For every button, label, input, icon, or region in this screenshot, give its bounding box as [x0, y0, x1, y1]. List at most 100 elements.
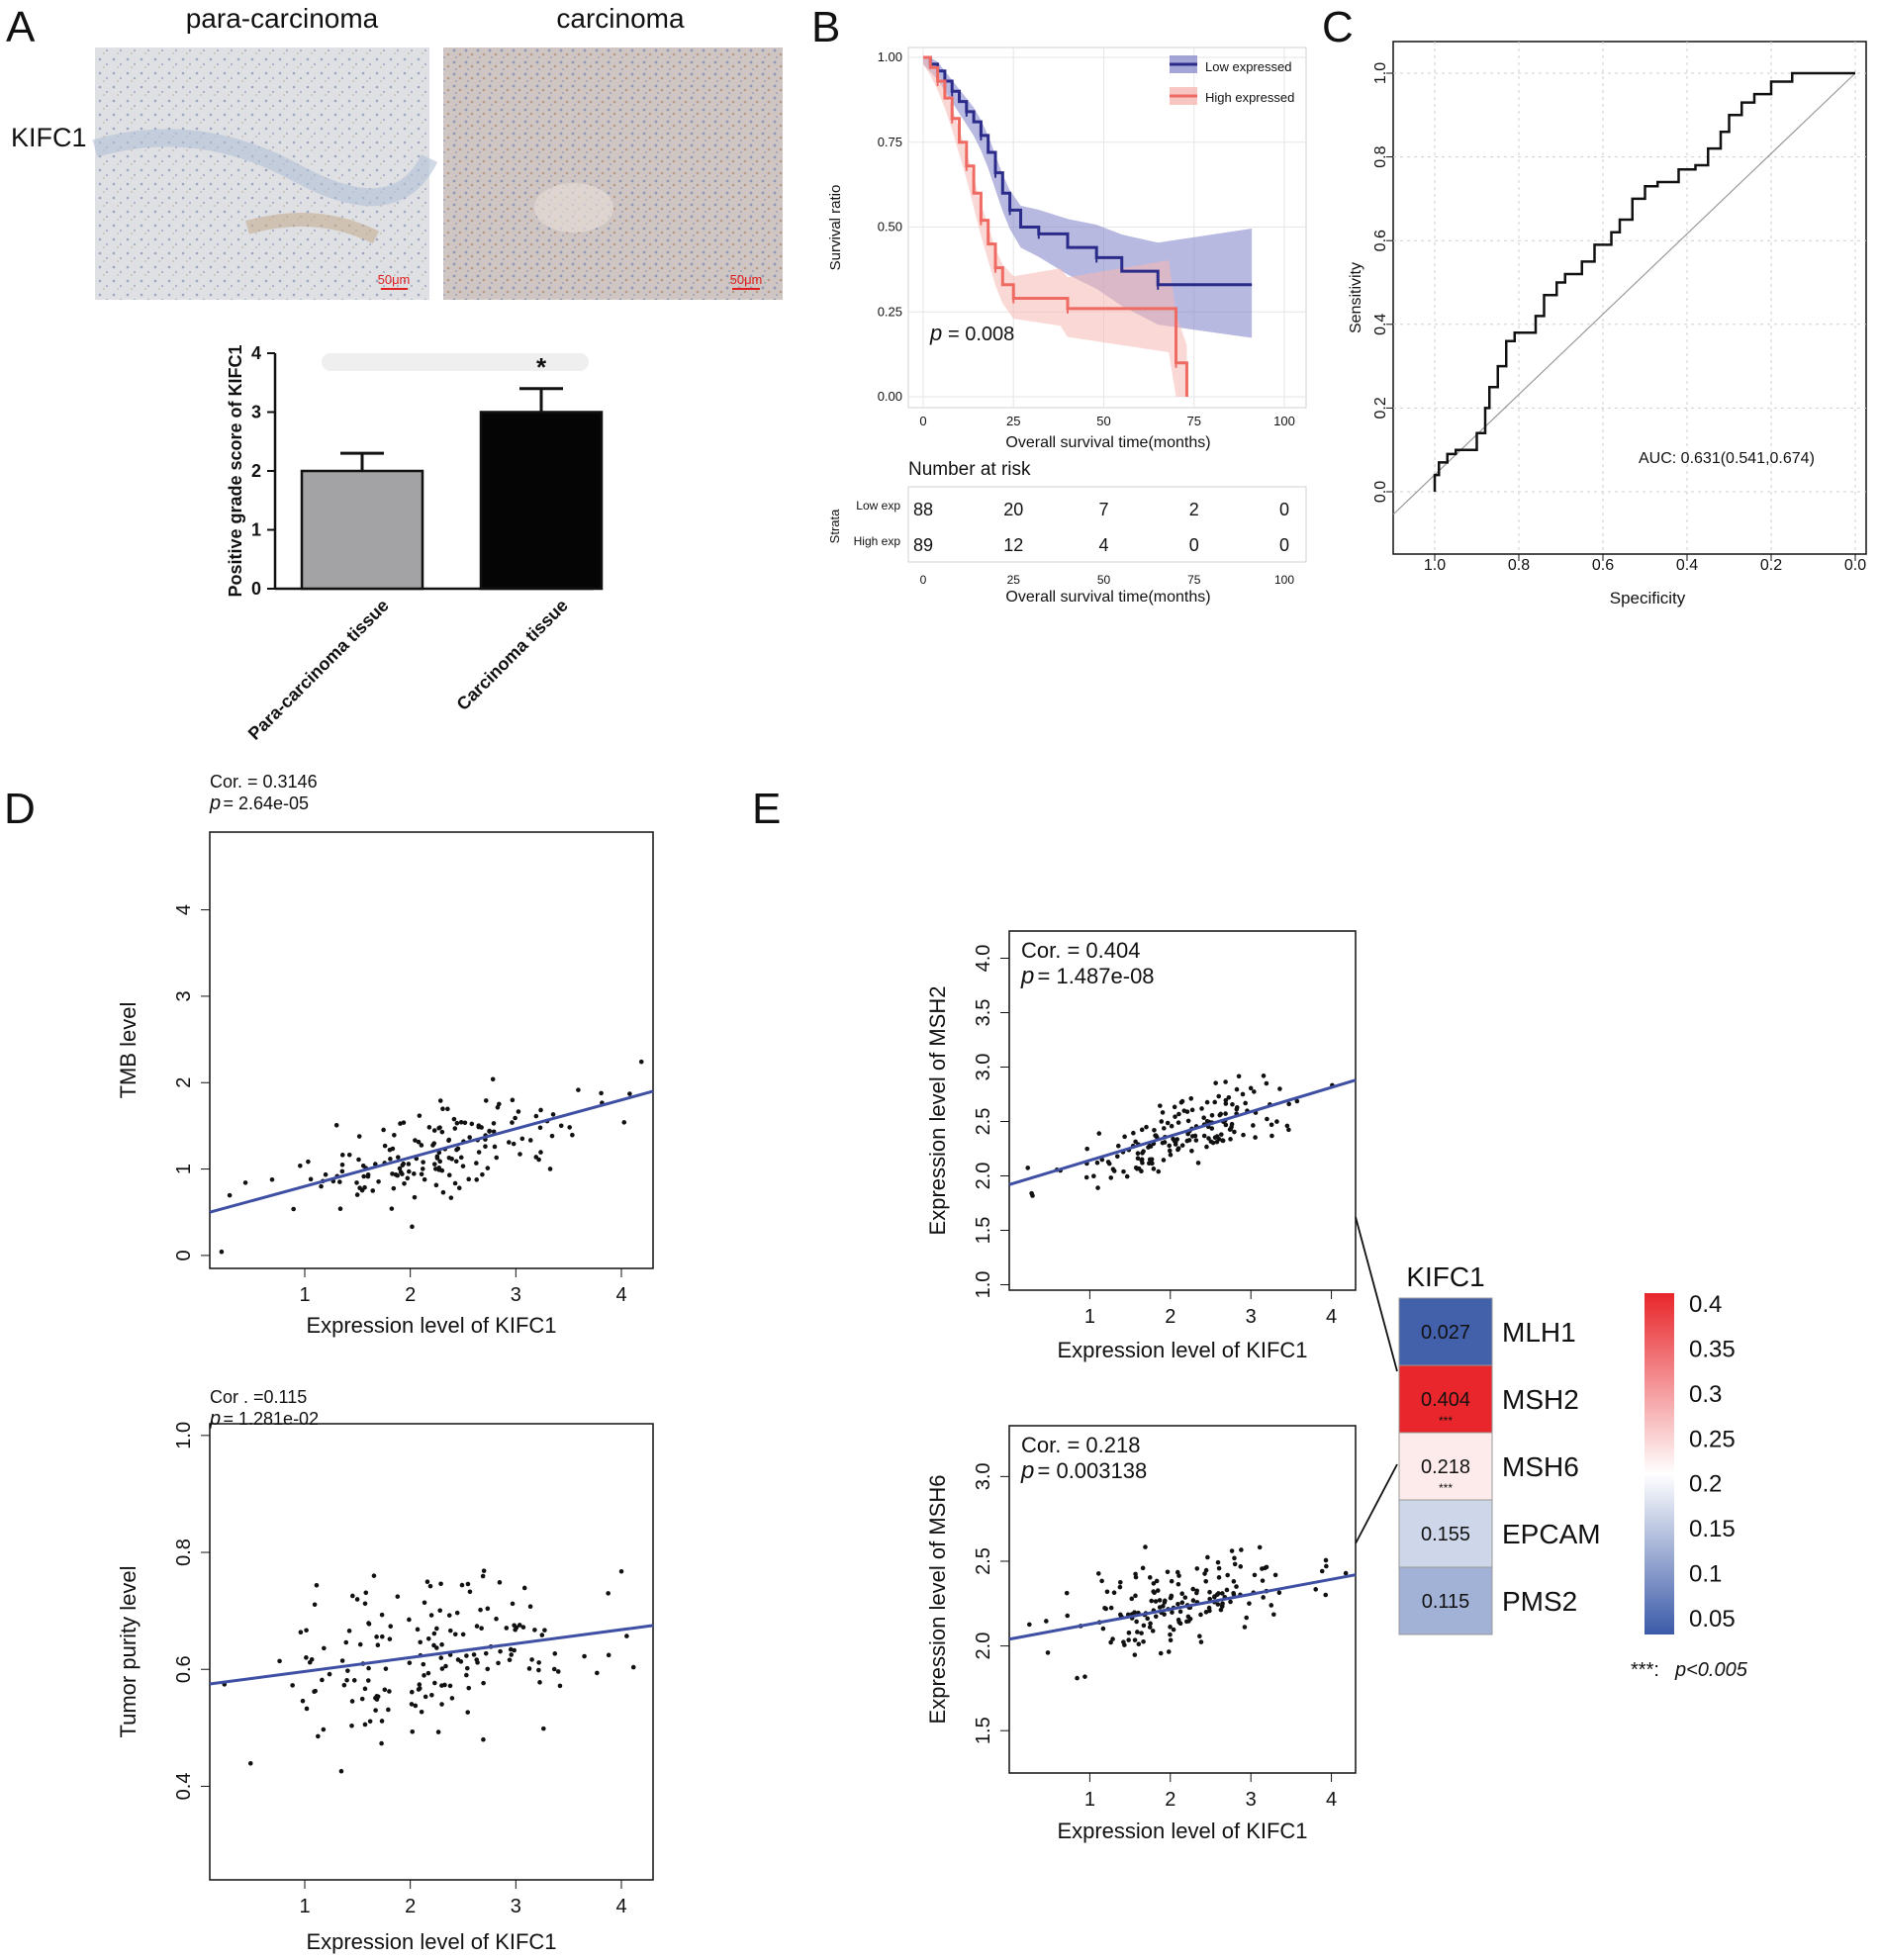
x-tick-label: 3	[1246, 1306, 1257, 1328]
data-point	[1175, 1120, 1181, 1125]
y-tick-label: 0.8	[1372, 145, 1389, 167]
data-point	[405, 1175, 411, 1181]
p-label: p	[209, 1408, 221, 1430]
data-point	[304, 1706, 310, 1712]
y-axis-label: Sensitivity	[1348, 262, 1364, 333]
data-point	[1272, 1572, 1278, 1578]
panel-letter-a: A	[6, 3, 36, 51]
data-point	[427, 1583, 433, 1589]
data-point	[538, 1107, 543, 1113]
data-point	[1226, 1094, 1232, 1100]
y-tick-label: 0.50	[878, 220, 902, 234]
data-point	[1168, 1637, 1174, 1643]
data-point	[495, 1104, 501, 1110]
data-point	[422, 1673, 426, 1678]
data-point	[1159, 1119, 1165, 1124]
data-point	[1243, 1100, 1248, 1106]
histology-image-icon: 50μm	[92, 47, 438, 300]
data-point	[1204, 1144, 1209, 1150]
data-point	[1220, 1591, 1225, 1596]
data-point	[409, 1689, 415, 1695]
data-point	[304, 1655, 309, 1660]
data-point	[1178, 1099, 1184, 1105]
data-point	[392, 1132, 397, 1138]
data-point	[1190, 1598, 1196, 1603]
data-point	[1213, 1080, 1218, 1085]
data-point	[438, 1655, 444, 1660]
risk-x-label: Overall survival time(months)	[1005, 589, 1210, 606]
data-point	[508, 1646, 514, 1652]
data-point	[453, 1159, 459, 1165]
data-point	[429, 1692, 434, 1698]
y-tick-label: 2.5	[973, 1547, 994, 1575]
data-point	[462, 1120, 468, 1126]
data-point	[433, 1182, 439, 1188]
data-point	[425, 1635, 431, 1641]
data-point	[1135, 1156, 1141, 1162]
data-point	[313, 1688, 318, 1694]
data-point	[1185, 1131, 1190, 1137]
risk-row-label: High exp	[854, 534, 901, 548]
data-point	[1215, 1602, 1221, 1607]
data-point	[455, 1146, 461, 1152]
data-point	[1228, 1137, 1233, 1142]
auc-label: AUC: 0.631(0.541,0.674)	[1639, 450, 1815, 467]
data-point	[365, 1172, 371, 1177]
data-point	[1083, 1174, 1089, 1180]
x-tick-label: 4	[1326, 1789, 1337, 1811]
data-point	[521, 1585, 527, 1591]
y-tick-label: 1	[173, 1164, 195, 1174]
data-point	[1133, 1593, 1138, 1599]
data-point	[337, 1206, 343, 1212]
data-point	[494, 1616, 499, 1622]
data-point	[383, 1666, 389, 1671]
data-point	[517, 1152, 522, 1157]
data-point	[1294, 1098, 1300, 1104]
plot-frame	[209, 1423, 654, 1881]
data-point	[1234, 1105, 1240, 1110]
data-point	[1082, 1674, 1087, 1679]
heatmap-cell-value: 0.027	[1421, 1322, 1470, 1344]
data-point	[1269, 1133, 1274, 1139]
data-point	[510, 1120, 515, 1125]
data-point	[412, 1194, 418, 1200]
y-axis-label: Expression level of MSH6	[925, 1475, 950, 1725]
data-point	[490, 1076, 496, 1082]
bar-chart-a: 0 1 2 3 4 Positive grade score of KIFC1Para-c…	[226, 343, 604, 744]
connector-msh6	[1355, 1463, 1398, 1544]
data-point	[533, 1113, 539, 1119]
data-point	[362, 1184, 367, 1190]
data-point	[1231, 1592, 1237, 1597]
data-point	[496, 1660, 501, 1666]
data-point	[507, 1657, 513, 1663]
x-axis-label: Expression level of KIFC1	[306, 1929, 556, 1954]
y-axis-label: Survival ratio	[827, 185, 844, 271]
x-tick-label: 0.2	[1760, 557, 1782, 574]
data-point	[555, 1669, 561, 1674]
y-tick-label: 4	[251, 343, 261, 363]
data-point	[481, 1568, 487, 1573]
data-point	[439, 1641, 444, 1647]
data-point	[1225, 1572, 1230, 1578]
data-point	[434, 1626, 439, 1632]
risk-count: 7	[1098, 500, 1108, 519]
data-point	[339, 1658, 345, 1663]
data-point	[1169, 1593, 1175, 1599]
data-point	[1212, 1135, 1218, 1141]
data-point	[1223, 1097, 1229, 1103]
x-tick-label: 3	[511, 1284, 521, 1306]
data-point	[1240, 1091, 1246, 1097]
data-point	[1140, 1565, 1146, 1571]
data-point	[1286, 1127, 1291, 1133]
data-point	[1194, 1590, 1199, 1596]
x-tick-label: 0.6	[1592, 557, 1614, 574]
data-point	[483, 1650, 489, 1656]
data-point	[464, 1672, 469, 1678]
data-point	[1132, 1610, 1137, 1615]
x-tick-label: 4	[615, 1284, 626, 1306]
data-point	[1162, 1598, 1168, 1604]
data-point	[549, 1133, 555, 1139]
data-point	[1154, 1578, 1160, 1584]
heatmap-cell-mlh1	[1398, 1297, 1493, 1366]
heatmap-cell-value: 0.115	[1422, 1591, 1470, 1613]
